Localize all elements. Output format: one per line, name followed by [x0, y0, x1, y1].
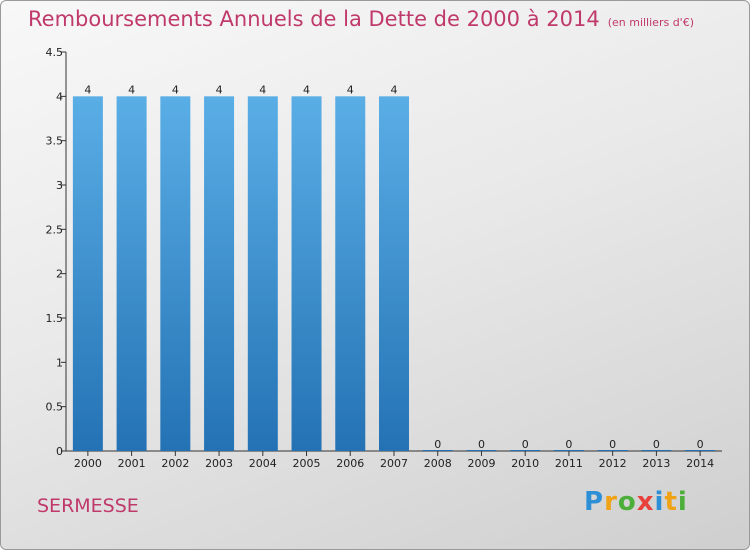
- bar-value-label: 0: [522, 438, 529, 451]
- x-tick-label: 2001: [118, 457, 146, 470]
- bar-value-label: 4: [347, 83, 354, 96]
- x-tick-label: 2000: [74, 457, 102, 470]
- bar: [291, 96, 322, 451]
- logo-letter: x: [636, 487, 655, 517]
- bar-value-label: 0: [697, 438, 704, 451]
- x-tick-label: 2004: [249, 457, 277, 470]
- bar-value-label: 0: [609, 438, 616, 451]
- x-tick-label: 2009: [467, 457, 495, 470]
- bar-value-label: 4: [259, 83, 266, 96]
- bar-value-label: 0: [653, 438, 660, 451]
- bar-value-label: 4: [391, 83, 398, 96]
- bar: [160, 96, 191, 451]
- bar: [379, 96, 409, 451]
- x-tick-label: 2003: [205, 457, 233, 470]
- chart-labels: 4 4 4 4 4 4 4 4 0 0 0 0 0 0 0: [84, 83, 703, 451]
- x-tick-label: 2002: [161, 457, 189, 470]
- logo-letter: t: [664, 487, 678, 517]
- bar-value-label: 0: [478, 438, 485, 451]
- bar: [247, 96, 278, 451]
- bar-value-label: 4: [216, 83, 223, 96]
- x-tick-label: 2005: [293, 457, 321, 470]
- y-tick-label: 1: [56, 356, 63, 369]
- x-tick-label: 2007: [380, 457, 408, 470]
- y-tick-label: 4: [56, 90, 63, 103]
- logo-letter: r: [604, 487, 618, 517]
- logo-letter: P: [584, 487, 605, 517]
- chart-bars: [72, 96, 716, 451]
- bar-value-label: 4: [84, 83, 91, 96]
- y-tick-label: 2.5: [46, 223, 64, 236]
- x-tick-label: 2011: [555, 457, 583, 470]
- logo-letter: i: [654, 487, 665, 517]
- bar-value-label: 0: [565, 438, 572, 451]
- x-tick-label: 2006: [336, 457, 364, 470]
- bar-value-label: 4: [303, 83, 310, 96]
- bar: [335, 96, 366, 451]
- bar-value-label: 4: [172, 83, 179, 96]
- x-tick-label: 2008: [424, 457, 452, 470]
- y-tick-label: 0.5: [46, 401, 64, 414]
- bar: [116, 96, 147, 451]
- bar-value-label: 4: [128, 83, 135, 96]
- y-tick-label: 2: [56, 268, 63, 281]
- y-tick-label: 3: [56, 179, 63, 192]
- x-tick-label: 2012: [599, 457, 627, 470]
- commune-name: SERMESSE: [37, 495, 139, 517]
- x-tick-label: 2010: [511, 457, 539, 470]
- x-tick-label: 2013: [642, 457, 670, 470]
- y-tick-label: 4.5: [46, 46, 64, 59]
- x-tick-label: 2014: [686, 457, 714, 470]
- y-tick-label: 0: [56, 445, 63, 458]
- logo-letter: o: [617, 487, 637, 517]
- bar-value-label: 0: [434, 438, 441, 451]
- y-tick-label: 1.5: [46, 312, 64, 325]
- title-text: Remboursements Annuels de la Dette de 20…: [28, 7, 600, 31]
- proxiti-logo: Proxiti: [584, 487, 688, 517]
- chart-axes: 0 0.5 1 1.5 2 2.5 3 3.5 4 4.5 2000 2001 2002 2003 2004…: [46, 46, 722, 470]
- title-unit: (en milliers d'€): [607, 16, 694, 29]
- y-tick-label: 3.5: [46, 135, 64, 148]
- logo-letter: i: [677, 487, 688, 517]
- bar: [204, 96, 235, 451]
- bar: [72, 96, 103, 451]
- chart-title: Remboursements Annuels de la Dette de 20…: [28, 7, 694, 31]
